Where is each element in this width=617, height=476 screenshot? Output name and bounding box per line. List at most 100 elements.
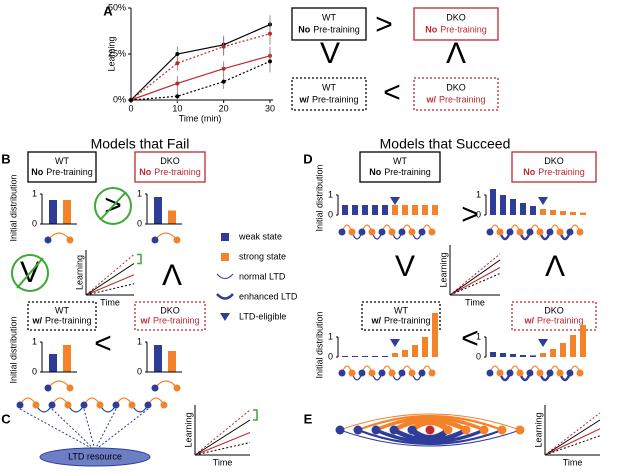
state-node <box>515 425 525 435</box>
training: Pre-training <box>439 95 486 105</box>
bar <box>168 210 176 224</box>
state-node <box>576 228 584 236</box>
pre: w/ <box>523 316 534 326</box>
bar <box>402 350 408 357</box>
state-node <box>526 228 534 236</box>
bar <box>392 205 398 215</box>
pre: No <box>425 25 437 35</box>
state-node <box>486 369 494 377</box>
state-node <box>443 425 453 435</box>
schematic-line <box>85 274 135 296</box>
series-line <box>130 55 271 101</box>
genotype: DKO <box>160 156 180 166</box>
state-node <box>546 228 554 236</box>
pre: w/ <box>298 95 309 105</box>
y-axis-title: Learning <box>106 36 116 71</box>
relation: Λ <box>545 250 565 283</box>
condition-box <box>511 151 597 183</box>
state-node <box>418 369 426 377</box>
ltd-resource <box>39 447 151 467</box>
bar <box>342 356 348 357</box>
bar <box>63 345 71 372</box>
state-node <box>428 228 436 236</box>
axis-label: Initial distribution <box>8 174 18 241</box>
mini-tick-label: 0 <box>328 351 333 361</box>
state-node <box>408 228 416 236</box>
schematic-line <box>194 432 251 456</box>
bar <box>372 205 378 215</box>
resource-label: LTD resource <box>68 451 122 461</box>
state-node <box>486 228 494 236</box>
condition-text: w/Pre-training <box>523 316 583 326</box>
training: Pre-training <box>312 95 359 105</box>
relation: V <box>395 250 415 283</box>
state-node <box>151 236 159 244</box>
legend-label: normal LTD <box>239 271 286 281</box>
state-node <box>335 425 345 435</box>
resource-link <box>94 408 117 451</box>
state-node <box>368 228 376 236</box>
data-point <box>175 94 180 99</box>
x-tick-label: 20 <box>219 103 229 113</box>
genotype: WT <box>322 83 336 93</box>
state-node <box>425 425 435 435</box>
bar <box>500 353 506 357</box>
bar <box>402 205 408 215</box>
state-node <box>16 401 24 409</box>
state-node <box>506 228 514 236</box>
bar <box>550 210 556 215</box>
bar <box>362 356 368 357</box>
relation: < <box>461 322 479 355</box>
condition-text: No Pre-training <box>369 167 431 177</box>
axis-label: Learning <box>533 412 543 447</box>
state-node <box>80 401 88 409</box>
schematic-line <box>449 273 501 296</box>
panel-label: E <box>304 411 313 426</box>
state-node <box>338 369 346 377</box>
relation: < <box>383 76 401 109</box>
axis-label: Time <box>563 457 583 467</box>
bar <box>432 205 438 215</box>
state-node <box>388 369 396 377</box>
bar <box>540 209 546 215</box>
condition-text: w/Pre-training <box>370 316 430 326</box>
bar <box>432 313 438 357</box>
condition-text: w/Pre-training <box>425 95 485 105</box>
relation: Λ <box>162 259 182 292</box>
panel-label: D <box>303 151 312 166</box>
relation: > <box>375 8 393 41</box>
state-node <box>556 369 564 377</box>
legend-label: LTD-eligible <box>239 311 286 321</box>
state-node <box>151 384 159 392</box>
axis-label: Learning <box>438 252 448 287</box>
genotype: WT <box>55 156 69 166</box>
x-tick-label: 10 <box>172 103 182 113</box>
state-node <box>536 228 544 236</box>
bar <box>392 353 398 357</box>
ltd-arc <box>339 413 521 431</box>
state-node <box>371 425 381 435</box>
ltd-arc <box>357 414 503 432</box>
schematic-line <box>449 267 501 296</box>
axis-label: Initial distribution <box>8 316 18 383</box>
axis-label: Time <box>213 457 233 467</box>
condition-text: No Pre-training <box>298 25 360 35</box>
bar <box>382 356 388 357</box>
bar <box>352 205 358 215</box>
state-node <box>408 369 416 377</box>
bar <box>520 203 526 215</box>
schematic-line <box>544 428 601 456</box>
panel-label: B <box>1 151 10 166</box>
condition-box <box>291 7 367 41</box>
condition-box <box>361 301 441 331</box>
mini-tick-label: 0 <box>137 218 142 228</box>
bar <box>580 325 586 357</box>
state-node <box>566 369 574 377</box>
bar <box>342 205 348 215</box>
pre: w/ <box>139 316 150 326</box>
bar <box>49 354 57 372</box>
state-node <box>160 401 168 409</box>
x-axis-title: Time (min) <box>179 113 222 123</box>
training: Pre-training <box>45 316 92 326</box>
